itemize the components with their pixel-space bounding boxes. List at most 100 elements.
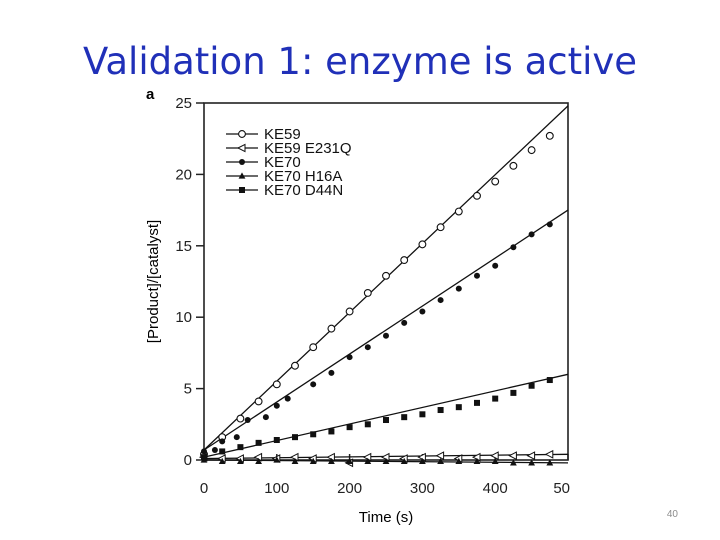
data-point-ke70 xyxy=(284,395,291,402)
data-point-ke70-h16a xyxy=(528,459,535,466)
data-point-ke70 xyxy=(510,244,517,251)
data-point-ke59 xyxy=(345,307,354,316)
data-point-ke70 xyxy=(201,448,207,455)
data-point-ke59 xyxy=(272,380,281,389)
data-point-ke70-h16a xyxy=(328,457,335,465)
data-point-ke70 xyxy=(328,369,335,376)
data-point-ke70 xyxy=(546,221,553,228)
data-point-ke70 xyxy=(528,231,535,238)
data-point-ke70 xyxy=(310,381,317,388)
data-point-ke70 xyxy=(383,332,389,339)
y-tick-label: 15 xyxy=(175,238,192,255)
panel-label: a xyxy=(146,86,155,103)
legend-marker-ke70 xyxy=(239,159,245,165)
data-point-ke70-h16a xyxy=(473,457,481,465)
data-point-ke70 xyxy=(437,297,444,304)
data-point-ke70 xyxy=(273,402,280,409)
data-point-ke59 xyxy=(545,131,554,140)
data-point-ke70 xyxy=(492,262,499,269)
data-point-ke70-d44n xyxy=(528,382,535,389)
data-point-ke70 xyxy=(455,285,462,292)
data-point-ke70-d44n xyxy=(255,439,262,446)
data-point-ke70 xyxy=(474,272,480,279)
data-point-ke59 xyxy=(309,343,318,352)
data-point-ke59-e231q xyxy=(544,449,554,459)
data-point-ke70 xyxy=(233,434,240,441)
legend-label-ke59-e231q: KE59 E231Q xyxy=(264,140,352,157)
data-point-ke59 xyxy=(509,161,518,170)
legend-marker-ke59-e231q xyxy=(236,143,246,153)
y-tick-label: 5 xyxy=(184,381,192,398)
data-point-ke70-h16a xyxy=(255,457,262,465)
data-point-ke59 xyxy=(291,361,299,370)
data-point-ke70-h16a xyxy=(309,457,317,465)
data-point-ke59 xyxy=(418,240,427,249)
data-point-ke70-d44n xyxy=(237,444,244,451)
data-point-ke70-d44n xyxy=(437,407,444,414)
data-point-ke70 xyxy=(211,447,218,454)
x-tick-label: 400 xyxy=(483,480,508,497)
data-point-ke70-d44n xyxy=(510,389,517,396)
data-point-ke59 xyxy=(327,324,336,333)
data-point-ke70 xyxy=(419,308,426,315)
y-tick-label: 20 xyxy=(175,166,192,183)
data-point-ke70-h16a xyxy=(291,457,299,465)
data-point-ke70-h16a xyxy=(546,459,554,466)
data-point-ke70 xyxy=(401,319,408,326)
data-point-ke59 xyxy=(400,256,409,265)
data-point-ke59-e231q xyxy=(526,451,536,461)
data-point-ke59 xyxy=(363,288,372,297)
data-point-ke59 xyxy=(254,397,263,406)
data-point-ke70-d44n xyxy=(455,404,462,411)
legend-label-ke70: KE70 xyxy=(264,154,301,171)
data-point-ke70-d44n xyxy=(292,434,298,441)
data-point-ke70 xyxy=(219,438,226,445)
data-point-ke59 xyxy=(527,146,536,155)
data-point-ke59-e231q xyxy=(435,451,445,461)
data-point-ke70-d44n xyxy=(328,428,335,435)
data-point-ke70-h16a xyxy=(382,457,390,465)
data-point-ke59 xyxy=(436,223,445,232)
slide-title: Validation 1: enzyme is active xyxy=(82,40,638,83)
data-point-ke70-h16a xyxy=(455,457,463,465)
y-tick-label: 25 xyxy=(175,95,192,112)
data-point-ke70-d44n xyxy=(201,454,207,461)
data-point-ke70-d44n xyxy=(401,414,408,421)
data-point-ke70-h16a xyxy=(437,457,444,465)
legend-marker-ke70-d44n xyxy=(239,187,245,193)
legend-marker-ke70-h16a xyxy=(238,172,246,179)
data-point-ke70-h16a xyxy=(273,456,281,463)
legend-label-ke70-d44n: KE70 D44N xyxy=(264,182,343,199)
legend-label-ke59: KE59 xyxy=(264,126,301,143)
data-point-ke70-h16a xyxy=(400,457,408,465)
data-point-ke70-h16a xyxy=(419,457,426,465)
page-number: 40 xyxy=(666,509,678,520)
data-point-ke59 xyxy=(236,414,245,423)
x-axis-label: Time (s) xyxy=(359,509,413,526)
data-point-ke59-e231q xyxy=(508,451,517,461)
data-point-ke70-d44n xyxy=(219,448,226,455)
data-point-ke70-h16a xyxy=(510,459,517,466)
data-point-ke70-h16a xyxy=(237,457,244,465)
data-point-ke70-h16a xyxy=(364,457,372,465)
data-point-ke70 xyxy=(364,344,371,351)
x-tick-label: 200 xyxy=(337,480,362,497)
plot-frame xyxy=(203,102,569,461)
data-point-ke59-e231q xyxy=(490,451,499,461)
data-point-ke70 xyxy=(262,414,269,421)
data-point-ke70-d44n xyxy=(546,377,553,384)
data-point-ke59 xyxy=(382,271,390,280)
legend-label-ke70-h16a: KE70 H16A xyxy=(264,168,342,185)
data-point-ke70-d44n xyxy=(474,399,480,406)
data-point-ke70 xyxy=(244,417,251,424)
fit-lines xyxy=(203,105,569,464)
fit-line xyxy=(203,209,569,451)
data-point-ke59 xyxy=(473,191,481,200)
x-tick-label: 0 xyxy=(200,480,208,497)
data-point-ke70-h16a xyxy=(346,457,353,465)
data-point-ke70-d44n xyxy=(383,417,389,424)
data-point-ke70-d44n xyxy=(310,431,317,438)
x-tick-label: 300 xyxy=(410,480,435,497)
